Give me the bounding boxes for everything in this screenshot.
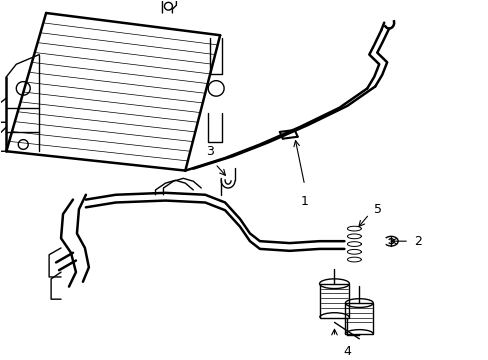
Bar	[345, 303, 372, 334]
Text: 3: 3	[206, 145, 214, 158]
Text: 4: 4	[343, 345, 351, 357]
Bar	[319, 284, 349, 318]
Text: 5: 5	[373, 203, 382, 216]
Text: 1: 1	[300, 195, 308, 208]
Text: 2: 2	[413, 235, 421, 248]
